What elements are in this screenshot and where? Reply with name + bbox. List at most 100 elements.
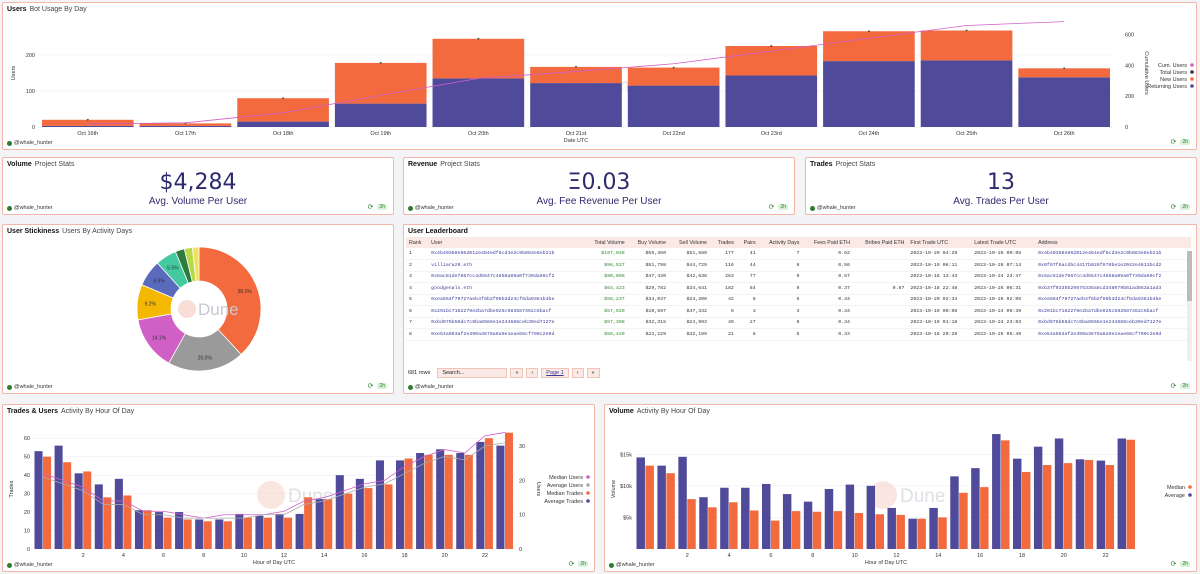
first-page-button[interactable]: « xyxy=(510,368,524,378)
column-header[interactable]: Buy Volume xyxy=(627,237,670,248)
author-tag[interactable]: @whale_hunter xyxy=(7,384,53,390)
card-title[interactable]: User Stickiness Users By Activity Days xyxy=(7,228,133,235)
table-cell: 0x291bc7162279e2ba7dbe925c583587462c5bac… xyxy=(1035,305,1191,318)
prev-page-button[interactable]: ‹ xyxy=(526,368,539,378)
bar-median xyxy=(1063,463,1073,549)
table-row[interactable]: 1 0x4b40368e862012e484edf6cd3e2c9b883e6eb… xyxy=(406,248,1191,260)
column-header[interactable]: Rank xyxy=(406,237,429,248)
table-cell: $34,037 xyxy=(627,294,670,306)
refresh-icon[interactable]: ⟳ xyxy=(768,204,775,211)
table-row[interactable]: 4 goodgenals.eth $64,423 $29,782 $34,641 182 8… xyxy=(406,282,1191,295)
bar-median-trades xyxy=(444,454,453,549)
bar-new-users xyxy=(432,38,525,79)
column-header[interactable]: First Trade UTC xyxy=(907,237,972,248)
refresh-icon[interactable]: ⟳ xyxy=(1170,139,1177,146)
y-tick-label: 10 xyxy=(24,529,30,535)
refresh-icon[interactable]: ⟳ xyxy=(367,204,374,211)
table-scrollbar[interactable] xyxy=(1187,251,1192,361)
page-indicator[interactable]: Page 1 xyxy=(541,368,569,378)
table-cell: 0.37 xyxy=(802,282,853,295)
bar-average xyxy=(636,457,645,549)
volume-counter-card: Volume Project Stats $4,284 Avg. Volume Pe… xyxy=(2,157,394,215)
refresh-icon[interactable]: ⟳ xyxy=(1170,204,1177,211)
bar-new-users xyxy=(920,30,1013,61)
bar-average-trades xyxy=(355,478,364,549)
x-tick-label: 22 xyxy=(1103,553,1109,559)
column-header[interactable]: Fees Paid ETH xyxy=(802,237,853,248)
author-tag[interactable]: @whale_hunter xyxy=(7,562,53,568)
pie-slice xyxy=(198,246,262,356)
table-row[interactable]: 5 0xea564f79727aeb4f6b2f99b3d24cf6da9361b… xyxy=(406,294,1191,306)
refresh-icon[interactable]: ⟳ xyxy=(568,561,575,568)
search-input[interactable]: Search... xyxy=(437,368,508,378)
card-title[interactable]: Trades & Users Activity By Hour Of Day xyxy=(7,408,135,415)
table-row[interactable]: 7 0xbd976b56dc7c6ba8566e1e244666ceb30ed71… xyxy=(406,317,1191,329)
bar-average-trades xyxy=(496,445,505,549)
bar-median xyxy=(708,507,717,549)
refresh-icon[interactable]: ⟳ xyxy=(1170,561,1177,568)
column-header[interactable]: Total Volume xyxy=(583,237,628,248)
column-header[interactable]: Pairs xyxy=(736,237,759,248)
table-cell: 6 xyxy=(758,317,803,329)
table-row[interactable]: 6 0x291bc7162279e2ba7dbe925c583587462c5ba… xyxy=(406,305,1191,318)
table-row[interactable]: 3 0x5ac81de7867cc4d5547c4858a09a0f739da69… xyxy=(406,271,1191,283)
age-badge: 2h xyxy=(1180,561,1190,567)
table-cell: $32,199 xyxy=(669,328,710,341)
bar-average xyxy=(845,484,855,549)
bar-average-trades xyxy=(335,475,344,549)
author-tag[interactable]: @whale_hunter xyxy=(810,205,856,211)
author-tag[interactable]: @whale_hunter xyxy=(408,384,454,390)
column-header[interactable]: Activity Days xyxy=(758,237,803,248)
y2-tick-label: 0 xyxy=(519,547,522,553)
bar-average xyxy=(1117,438,1127,549)
table-cell: 44 xyxy=(736,259,759,272)
pie-slice-label: 14.1% xyxy=(152,335,167,341)
table-row[interactable]: 2 villiaraz0.eth $96,527 $51,798 $44,729 116 4… xyxy=(406,259,1191,272)
x-tick-label: Oct 19th xyxy=(370,131,391,137)
card-title[interactable]: Trades Project Stats xyxy=(810,161,876,168)
bar-average xyxy=(929,507,938,549)
column-header[interactable]: Sell Volume xyxy=(669,237,710,248)
card-title[interactable]: Volume Project Stats xyxy=(7,161,75,168)
table-cell: 2023-10-26 05:49 xyxy=(971,328,1036,341)
author-tag[interactable]: @whale_hunter xyxy=(7,205,53,211)
column-header[interactable]: Trades xyxy=(710,237,737,248)
table-cell: 2023-10-16 20:20 xyxy=(907,328,972,341)
bar-average-trades xyxy=(436,449,445,549)
table-cell: $32,315 xyxy=(627,317,670,329)
x-tick-label: 4 xyxy=(122,553,125,559)
card-title[interactable]: Volume Activity By Hour Of Day xyxy=(609,408,710,415)
table-cell: 5 xyxy=(758,328,803,341)
bar-median xyxy=(729,502,738,549)
column-header[interactable]: User xyxy=(428,237,584,248)
column-header[interactable]: Latest Trade UTC xyxy=(971,237,1036,248)
author-tag[interactable]: @whale_hunter xyxy=(7,140,53,146)
legend-label: Median Trades xyxy=(547,491,584,497)
next-page-button[interactable]: › xyxy=(571,368,584,378)
bar-average-trades xyxy=(375,460,384,549)
bar-average-trades xyxy=(34,451,43,549)
refresh-icon[interactable]: ⟳ xyxy=(1170,383,1177,390)
bar-new-users xyxy=(237,98,329,122)
bar-median xyxy=(687,499,696,549)
card-title[interactable]: Revenue Project Stats xyxy=(408,161,480,168)
card-title[interactable]: User Leaderboard xyxy=(408,228,468,235)
column-header[interactable]: Bribes Paid ETH xyxy=(852,237,908,248)
bar-median xyxy=(833,511,843,549)
legend-label: Average xyxy=(1165,493,1185,499)
bar-new-users xyxy=(627,67,720,86)
author-tag[interactable]: @whale_hunter xyxy=(408,205,454,211)
bar-returning-users xyxy=(530,83,622,127)
column-header[interactable]: Address xyxy=(1035,237,1191,248)
y-axis-label: Volume xyxy=(611,480,617,498)
refresh-icon[interactable]: ⟳ xyxy=(367,383,374,390)
bar-average xyxy=(1033,446,1043,549)
author-tag[interactable]: @whale_hunter xyxy=(609,562,655,568)
avatar xyxy=(810,205,815,211)
bar-average-trades xyxy=(74,473,83,549)
bar-median-trades xyxy=(324,499,333,549)
card-title[interactable]: Users Bot Usage By Day xyxy=(7,6,87,13)
x-tick-label: 8 xyxy=(811,553,814,559)
table-row[interactable]: 8 0xe54a983af2e390a3678a8a9e1eae66cf790c2… xyxy=(406,328,1191,341)
last-page-button[interactable]: » xyxy=(586,368,600,378)
